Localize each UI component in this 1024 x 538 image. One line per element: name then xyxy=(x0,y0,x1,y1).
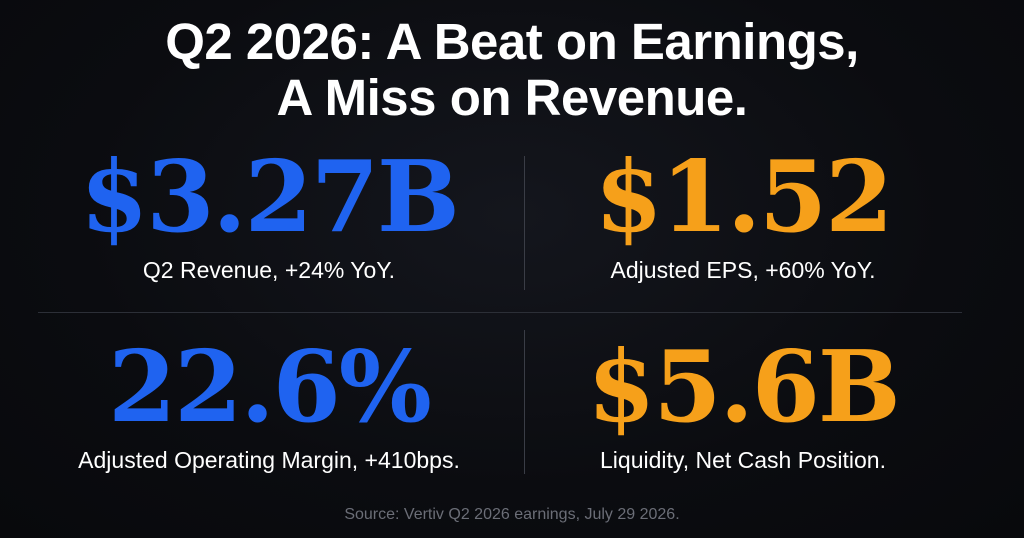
metric-liquidity: $5.6B Liquidity, Net Cash Position. xyxy=(524,332,962,474)
metrics-grid: $3.27B Q2 Revenue, +24% YoY. $1.52 Adjus… xyxy=(38,142,962,498)
vertical-divider-bottom xyxy=(524,330,525,474)
horizontal-divider xyxy=(38,312,962,313)
headline-line-1: Q2 2026: A Beat on Earnings, xyxy=(165,13,859,70)
headline-line-2: A Miss on Revenue. xyxy=(276,69,748,126)
metric-operating-margin-value: 22.6% xyxy=(108,330,432,445)
vertical-divider-top xyxy=(524,156,525,290)
metric-liquidity-value: $5.6B xyxy=(587,330,901,445)
metric-operating-margin: 22.6% Adjusted Operating Margin, +410bps… xyxy=(38,332,500,474)
metric-revenue-label: Q2 Revenue, +24% YoY. xyxy=(142,257,396,283)
metric-eps-value: $1.52 xyxy=(594,140,894,255)
metric-revenue-value: $3.27B xyxy=(80,140,460,255)
metric-eps: $1.52 Adjusted EPS, +60% YoY. xyxy=(524,142,962,284)
headline: Q2 2026: A Beat on Earnings, A Miss on R… xyxy=(0,14,1024,126)
metric-eps-label: Adjusted EPS, +60% YoY. xyxy=(610,257,876,283)
metric-operating-margin-label: Adjusted Operating Margin, +410bps. xyxy=(78,447,460,473)
source-note: Source: Vertiv Q2 2026 earnings, July 29… xyxy=(344,506,680,523)
metric-liquidity-label: Liquidity, Net Cash Position. xyxy=(600,447,886,473)
metric-revenue: $3.27B Q2 Revenue, +24% YoY. xyxy=(38,142,500,284)
